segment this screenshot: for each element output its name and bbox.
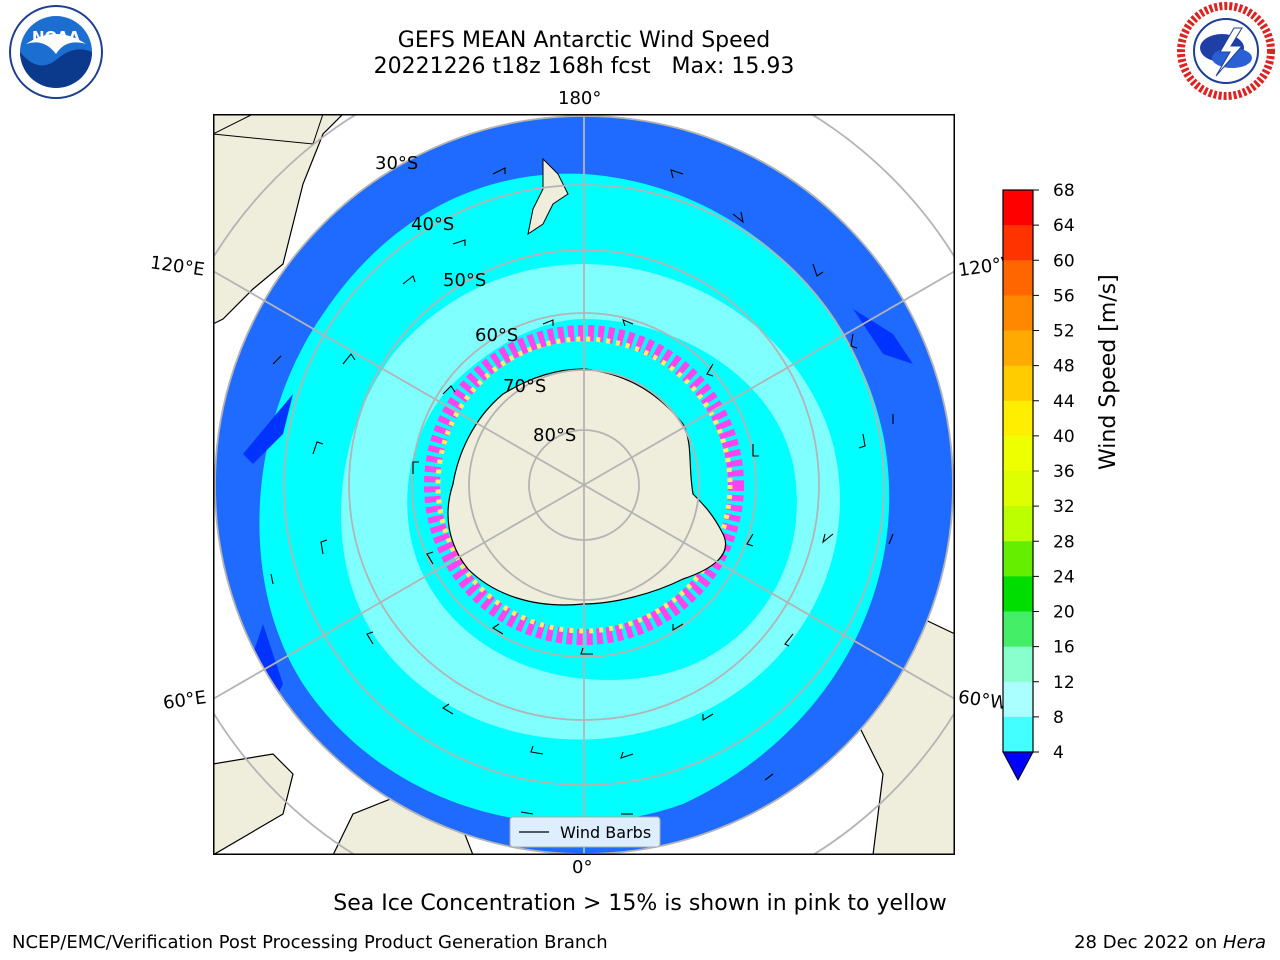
- colorbar-tick-label: 60: [1053, 251, 1075, 271]
- footer-credit: NCEP/EMC/Verification Post Processing Pr…: [12, 932, 608, 953]
- chart-title: GEFS MEAN Antarctic Wind Speed: [397, 28, 771, 53]
- colorbar-tick-label: 56: [1053, 286, 1075, 306]
- lat-label-40s: 40°S: [411, 214, 454, 235]
- colorbar-tick-label: 40: [1053, 427, 1075, 447]
- colorbar-segment: [1003, 260, 1033, 296]
- colorbar-segment: [1003, 365, 1033, 402]
- new-zealand-land: [527, 157, 569, 236]
- colorbar-segment: [1003, 646, 1033, 683]
- colorbar-segment: [1003, 330, 1033, 367]
- colorbar-segment: [1003, 435, 1033, 472]
- colorbar-segment: [1003, 576, 1033, 612]
- colorbar-tick-label: 12: [1053, 673, 1075, 693]
- colorbar-segment: [1003, 400, 1033, 437]
- lon-label-180: 180°: [558, 88, 602, 109]
- colorbar: 68 64 60 56 52 48 44 40 36 32 28 24 20 16 12 8 4: [1002, 181, 1075, 782]
- noaa-logo-text: NOAA: [32, 28, 81, 46]
- africa-land: [213, 753, 294, 855]
- colorbar-segment: [1003, 681, 1033, 718]
- colorbar-tick-label: 48: [1053, 357, 1075, 377]
- colorbar-segment: [1003, 716, 1033, 753]
- colorbar-tick-label: 8: [1053, 708, 1064, 728]
- polar-map: Wind Barbs 30°S 40°S 50°S 60°S 70°S 80°S: [213, 114, 955, 855]
- colorbar-tick-label: 28: [1053, 532, 1075, 552]
- colorbar-segment: [1003, 541, 1033, 577]
- sea-ice-caption: Sea Ice Concentration > 15% is shown in …: [0, 891, 1280, 916]
- footer-host: Hera: [1222, 932, 1266, 953]
- lat-label-50s: 50°S: [443, 270, 486, 291]
- footer-date: 28 Dec 2022 on Hera: [1074, 932, 1266, 953]
- colorbar-segment: [1003, 611, 1033, 648]
- lon-label-60e: 60°E: [161, 687, 208, 714]
- wind-barbs-legend: [509, 816, 661, 848]
- wind-barbs: [270, 167, 894, 815]
- noaa-logo: NOAA: [9, 5, 103, 99]
- colorbar-tick-label: 64: [1053, 216, 1075, 236]
- sea-ice-caption-text: Sea Ice Concentration > 15% is shown in …: [333, 891, 947, 916]
- lat-label-60s: 60°S: [475, 325, 518, 346]
- lat-label-80s: 80°S: [533, 425, 576, 446]
- colorbar-segment: [1003, 225, 1033, 261]
- colorbar-label: Wind Speed [m/s]: [1096, 274, 1121, 470]
- colorbar-tick-label: 4: [1053, 743, 1064, 763]
- colorbar-tick-label: 44: [1053, 392, 1075, 412]
- lat-label-30s: 30°S: [375, 153, 418, 174]
- colorbar-tick-label: 24: [1053, 567, 1075, 587]
- colorbar-segment: [1003, 471, 1033, 507]
- nws-logo: [1177, 2, 1275, 100]
- colorbar-segment: [1003, 506, 1033, 542]
- lon-label-120e: 120°E: [148, 252, 206, 281]
- colorbar-tick-label: 52: [1053, 322, 1075, 342]
- colorbar-tick-label: 20: [1053, 603, 1075, 623]
- northwest-land: [213, 114, 324, 145]
- chart-subtitle: 20221226 t18z 168h fcst Max: 15.93: [373, 54, 795, 79]
- colorbar-segment: [1003, 190, 1033, 226]
- lon-label-0: 0°: [572, 857, 593, 878]
- colorbar-tick-label: 68: [1053, 181, 1075, 201]
- footer-date-text: 28 Dec 2022 on: [1074, 932, 1223, 953]
- australia-land: [213, 114, 344, 325]
- colorbar-segment: [1003, 295, 1033, 331]
- colorbar-tick-label: 36: [1053, 462, 1075, 482]
- colorbar-tick-label: 32: [1053, 497, 1075, 517]
- lat-label-70s: 70°S: [503, 376, 546, 397]
- legend-label: Wind Barbs: [560, 823, 651, 842]
- colorbar-tick-label: 16: [1053, 638, 1075, 658]
